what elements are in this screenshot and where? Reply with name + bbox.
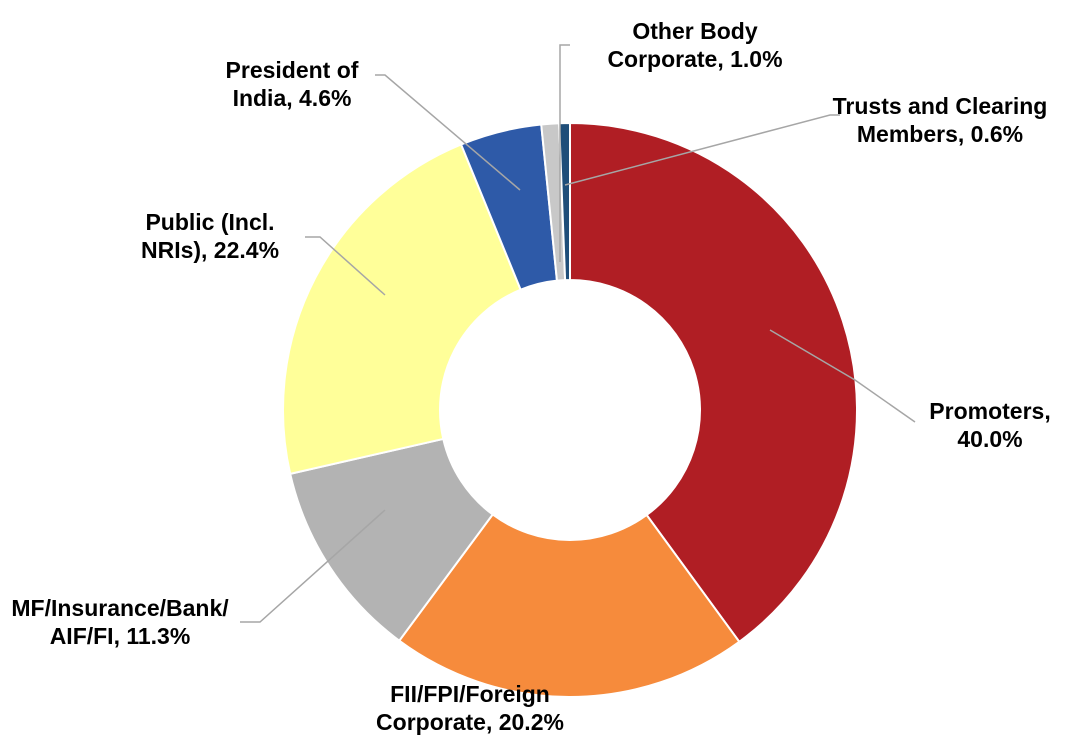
leader-line [375, 74, 521, 191]
donut-slice [558, 121, 571, 282]
donut-slice [282, 143, 522, 476]
data-label: Promoters, 40.0% [929, 398, 1051, 452]
leader-line [240, 509, 386, 623]
data-label: Other Body Corporate, 1.0% [607, 18, 783, 72]
donut-slice [288, 437, 495, 643]
data-label: President of India, 4.6% [225, 57, 359, 111]
donut-slice [569, 121, 858, 644]
leader-line [305, 236, 386, 296]
data-label: Public (Incl. NRIs), 22.4% [140, 209, 280, 263]
leader-line [564, 114, 840, 186]
data-label: FII/FPI/Foreign Corporate, 20.2% [376, 681, 564, 735]
leader-line [769, 329, 916, 423]
donut-slice [397, 513, 741, 698]
data-label: MF/Insurance/Bank/AIF/FI, 11.3% [11, 595, 229, 649]
data-label: Trusts and Clearing Members, 0.6% [832, 93, 1048, 147]
leader-line [559, 44, 570, 262]
